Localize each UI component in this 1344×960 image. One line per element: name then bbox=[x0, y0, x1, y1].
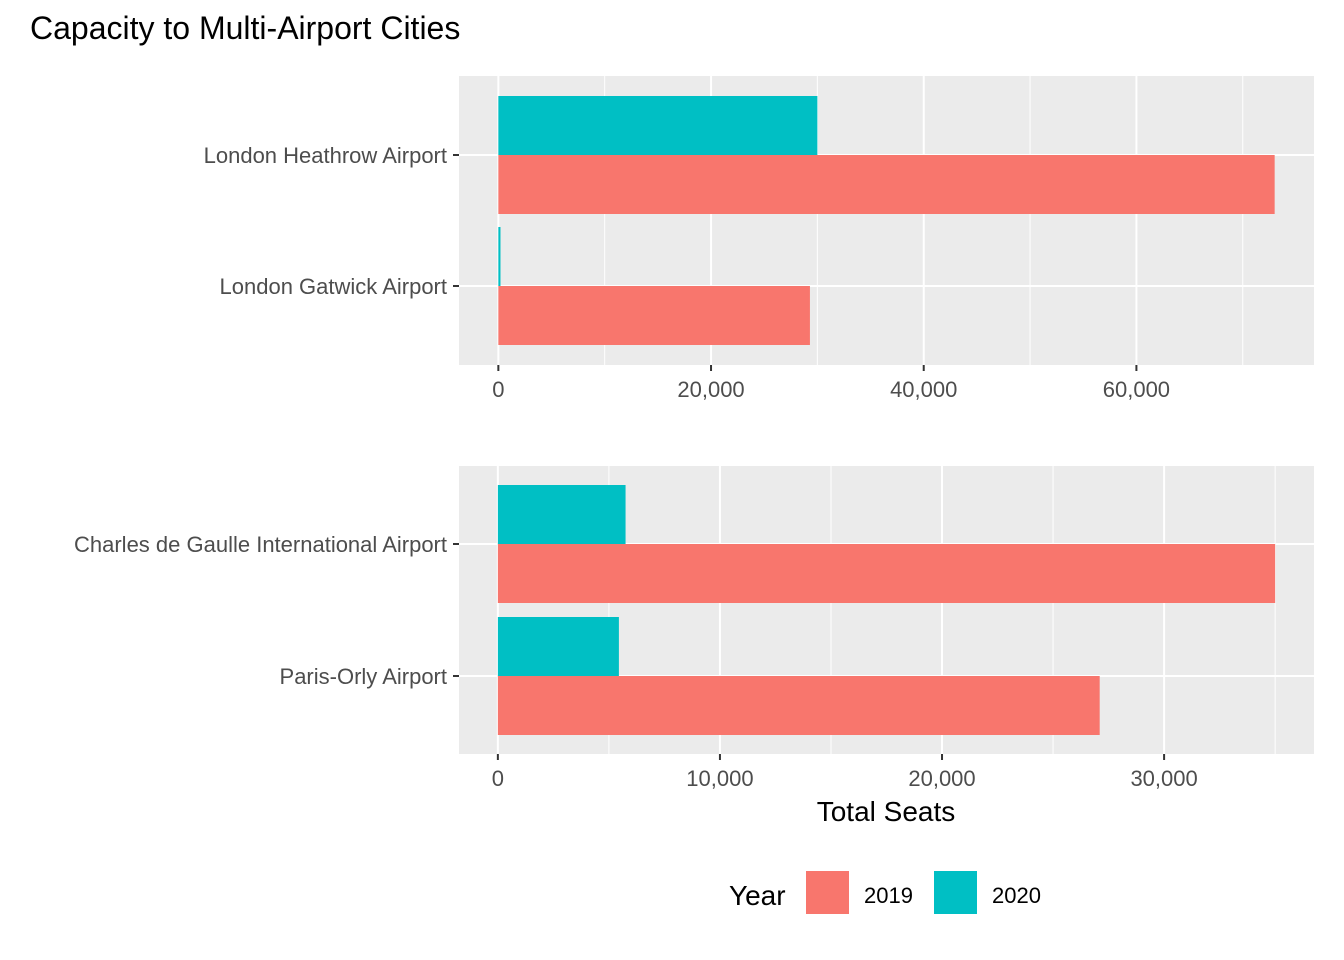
y-tick-label: Paris-Orly Airport bbox=[280, 664, 447, 689]
x-tick-label: 0 bbox=[492, 377, 504, 402]
x-axis-title: Total Seats bbox=[817, 796, 956, 827]
bar-2019 bbox=[497, 676, 1100, 735]
x-tick-label: 20,000 bbox=[908, 766, 975, 791]
bar-2020 bbox=[497, 485, 626, 544]
legend-label-2020: 2020 bbox=[992, 883, 1041, 908]
legend-title: Year bbox=[729, 880, 786, 911]
y-tick-label: London Gatwick Airport bbox=[220, 274, 447, 299]
x-tick-label: 20,000 bbox=[677, 377, 744, 402]
bar-2020 bbox=[498, 227, 501, 286]
bar-2020 bbox=[497, 617, 619, 676]
y-tick-label: Charles de Gaulle International Airport bbox=[74, 532, 447, 557]
bar-2019 bbox=[498, 155, 1275, 214]
x-tick-label: 60,000 bbox=[1103, 377, 1170, 402]
chart-title: Capacity to Multi-Airport Cities bbox=[30, 10, 461, 46]
x-tick-label: 10,000 bbox=[686, 766, 753, 791]
bar-2019 bbox=[497, 544, 1276, 603]
bar-2019 bbox=[498, 286, 810, 345]
legend-key-2019 bbox=[806, 871, 849, 914]
x-tick-label: 40,000 bbox=[890, 377, 957, 402]
bar-2020 bbox=[498, 96, 818, 155]
legend-label-2019: 2019 bbox=[864, 883, 913, 908]
legend-key-2020 bbox=[934, 871, 977, 914]
x-tick-label: 30,000 bbox=[1130, 766, 1197, 791]
y-tick-label: London Heathrow Airport bbox=[204, 143, 447, 168]
x-tick-label: 0 bbox=[492, 766, 504, 791]
